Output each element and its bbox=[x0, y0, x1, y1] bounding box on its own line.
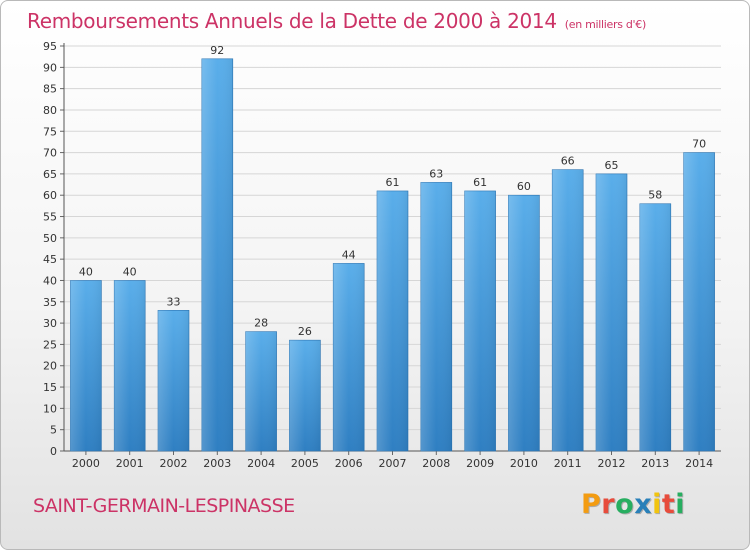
proxiti-logo[interactable]: Proxiti bbox=[581, 489, 685, 520]
y-tick-label: 75 bbox=[43, 125, 57, 138]
bar-highlight bbox=[114, 280, 146, 451]
value-label-2012: 65 bbox=[605, 159, 619, 172]
bar-highlight bbox=[639, 203, 671, 451]
y-tick-label: 0 bbox=[50, 445, 57, 458]
x-tick-label-2002: 2002 bbox=[160, 457, 188, 470]
value-label-2006: 44 bbox=[342, 248, 356, 261]
y-tick-label: 30 bbox=[43, 317, 57, 330]
value-label-2001: 40 bbox=[123, 265, 137, 278]
x-tick-label-2009: 2009 bbox=[466, 457, 494, 470]
value-label-2007: 61 bbox=[386, 176, 400, 189]
value-label-2010: 60 bbox=[517, 180, 531, 193]
y-tick-label: 85 bbox=[43, 83, 57, 96]
y-tick-label: 20 bbox=[43, 360, 57, 373]
x-tick-label-2008: 2008 bbox=[422, 457, 450, 470]
y-tick-label: 35 bbox=[43, 296, 57, 309]
value-label-2014: 70 bbox=[692, 138, 706, 151]
bar-highlight bbox=[333, 263, 365, 451]
y-tick-label: 50 bbox=[43, 232, 57, 245]
logo-letter: r bbox=[601, 489, 616, 520]
bar-highlight bbox=[420, 182, 452, 451]
bar-highlight bbox=[245, 331, 277, 451]
bars bbox=[70, 58, 715, 452]
y-tick-label: 70 bbox=[43, 147, 57, 160]
y-tick-label: 90 bbox=[43, 61, 57, 74]
bar-highlight bbox=[683, 152, 715, 451]
chart-title: Remboursements Annuels de la Dette de 20… bbox=[27, 9, 646, 33]
logo-letter: i bbox=[652, 489, 662, 520]
y-tick-label: 65 bbox=[43, 168, 57, 181]
labels: 0 5 10 15 20 25 30 35 40 45 50 55 60 65 70 75 80 85 90 95 40… bbox=[43, 40, 713, 470]
x-tick-label-2005: 2005 bbox=[291, 457, 319, 470]
value-label-2011: 66 bbox=[561, 155, 575, 168]
value-label-2005: 26 bbox=[298, 325, 312, 338]
x-tick-label-2004: 2004 bbox=[247, 457, 275, 470]
x-tick-label-2003: 2003 bbox=[203, 457, 231, 470]
value-label-2013: 58 bbox=[648, 189, 662, 202]
y-tick-label: 95 bbox=[43, 40, 57, 53]
bar-highlight bbox=[289, 340, 321, 451]
bar-highlight bbox=[70, 280, 102, 451]
bar-highlight bbox=[508, 195, 540, 451]
chart-subtitle: (en milliers d'€) bbox=[564, 18, 646, 31]
y-tick-label: 40 bbox=[43, 274, 57, 287]
y-tick-label: 55 bbox=[43, 211, 57, 224]
y-tick-label: 5 bbox=[50, 424, 57, 437]
value-label-2002: 33 bbox=[167, 295, 181, 308]
y-tick-label: 15 bbox=[43, 381, 57, 394]
x-tick-label-2007: 2007 bbox=[379, 457, 407, 470]
logo-letter: P bbox=[581, 489, 602, 520]
y-tick-label: 60 bbox=[43, 189, 57, 202]
x-tick-label-2010: 2010 bbox=[510, 457, 538, 470]
value-label-2004: 28 bbox=[254, 317, 268, 330]
x-tick-label-2006: 2006 bbox=[335, 457, 363, 470]
bar-highlight bbox=[464, 190, 496, 451]
logo-letter: x bbox=[634, 489, 653, 520]
value-label-2000: 40 bbox=[79, 265, 93, 278]
y-tick-label: 10 bbox=[43, 402, 57, 415]
chart-title-text: Remboursements Annuels de la Dette de 20… bbox=[27, 9, 557, 33]
x-tick-label-2014: 2014 bbox=[685, 457, 713, 470]
y-tick-label: 25 bbox=[43, 338, 57, 351]
bar-highlight bbox=[377, 190, 408, 451]
bar-highlight bbox=[201, 58, 233, 451]
x-tick-label-2013: 2013 bbox=[641, 457, 669, 470]
bar-highlight bbox=[596, 173, 627, 452]
bar-highlight bbox=[158, 310, 189, 451]
x-tick-label-2012: 2012 bbox=[598, 457, 626, 470]
logo-letter: t bbox=[661, 489, 676, 520]
x-tick-label-2011: 2011 bbox=[554, 457, 582, 470]
y-tick-label: 45 bbox=[43, 253, 57, 266]
value-label-2008: 63 bbox=[429, 167, 443, 180]
bar-highlight bbox=[552, 169, 584, 451]
town-name: SAINT-GERMAIN-LESPINASSE bbox=[33, 495, 295, 517]
y-tick-label: 80 bbox=[43, 104, 57, 117]
x-tick-label-2001: 2001 bbox=[116, 457, 144, 470]
x-tick-label-2000: 2000 bbox=[72, 457, 100, 470]
value-label-2003: 92 bbox=[210, 44, 224, 57]
value-label-2009: 61 bbox=[473, 176, 487, 189]
logo-letter: o bbox=[615, 489, 635, 520]
logo-letter: i bbox=[675, 489, 686, 520]
